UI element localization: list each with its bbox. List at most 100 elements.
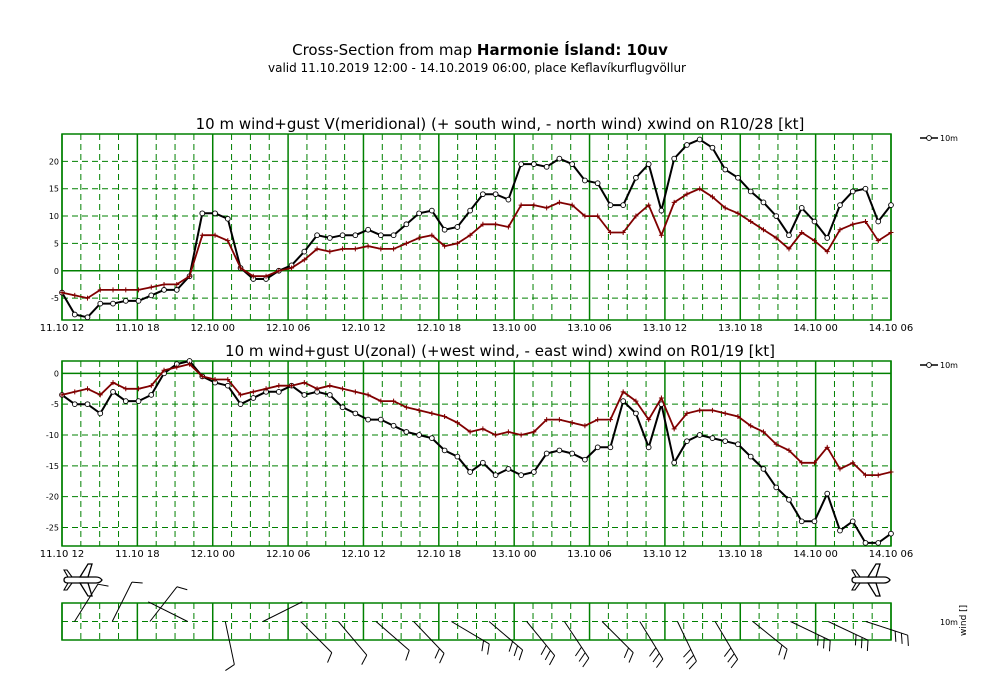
data-point-wind <box>416 432 422 438</box>
data-point-wind <box>607 202 614 208</box>
data-point-xwind <box>888 469 894 475</box>
data-point-xwind <box>365 243 371 249</box>
chart-meridional: 10 m wind+gust V(meridional) (+ south wi… <box>40 115 958 334</box>
data-point-wind <box>122 298 129 304</box>
data-point-xwind <box>352 389 358 395</box>
wind-barb-feather <box>405 650 410 661</box>
wind-barb-feather <box>854 634 857 646</box>
data-point-xwind <box>799 229 805 235</box>
y-tick-label: 5 <box>54 239 59 248</box>
y-tick-label: 0 <box>54 369 59 378</box>
wind-barb-feather <box>131 581 143 584</box>
data-point-xwind <box>888 229 894 235</box>
data-point-xwind <box>378 398 384 404</box>
y-tick-label: -25 <box>46 524 59 533</box>
data-point-wind <box>301 392 308 398</box>
wind-barb-icon <box>337 621 368 665</box>
data-point-wind <box>110 388 116 395</box>
data-point-xwind <box>518 432 524 438</box>
airplane-tail <box>851 569 862 591</box>
data-point-wind <box>505 196 512 203</box>
data-point-wind <box>97 410 104 417</box>
data-point-xwind <box>709 407 715 413</box>
data-point-xwind <box>148 383 154 389</box>
data-point-wind <box>594 180 601 187</box>
wind-barb-icon <box>149 586 188 622</box>
data-point-wind <box>97 300 104 307</box>
data-point-xwind <box>250 273 256 279</box>
data-point-wind <box>684 438 690 445</box>
data-point-xwind <box>480 426 486 432</box>
data-point-xwind <box>429 232 435 238</box>
y-tick-label: 20 <box>49 157 59 166</box>
data-point-wind <box>403 221 410 228</box>
data-point-wind <box>122 398 129 404</box>
data-point-xwind <box>467 429 473 435</box>
data-point-xwind <box>697 407 703 413</box>
data-point-xwind <box>148 284 154 290</box>
wind-barb-icon <box>752 621 788 660</box>
data-point-xwind <box>824 249 830 255</box>
data-point-wind <box>212 210 218 217</box>
data-point-xwind <box>454 240 460 246</box>
x-tick-label: 13.10 18 <box>718 549 763 560</box>
wind-barb-feather <box>727 653 735 663</box>
data-point-xwind <box>187 361 193 367</box>
x-tick-label: 12.10 06 <box>266 323 311 334</box>
data-point-wind <box>798 518 805 525</box>
data-point-xwind <box>735 414 741 419</box>
wind-barb-staff <box>111 581 133 622</box>
data-point-xwind <box>263 273 269 279</box>
data-point-wind <box>314 232 320 239</box>
wind-barb-staff <box>375 621 410 651</box>
data-point-wind <box>888 202 894 208</box>
data-point-xwind <box>811 238 817 244</box>
data-point-wind <box>773 484 780 491</box>
wind-barb-staff <box>790 621 831 641</box>
wind-barb-feather <box>481 640 485 652</box>
wind-barb-feather <box>817 634 819 646</box>
data-point-xwind <box>684 410 690 416</box>
data-point-xwind <box>301 380 307 386</box>
data-point-xwind <box>748 219 754 225</box>
data-point-xwind <box>850 460 856 466</box>
wind-barb-feather <box>649 647 657 657</box>
data-point-wind <box>862 540 869 546</box>
data-point-xwind <box>161 367 167 373</box>
data-point-wind <box>339 232 346 239</box>
wind-barb-icon <box>111 581 143 622</box>
y-tick-label: -20 <box>46 493 59 502</box>
data-point-wind <box>607 444 614 451</box>
data-point-xwind <box>595 417 601 423</box>
data-point-wind <box>339 404 346 411</box>
wind-barb-feather <box>823 637 825 649</box>
data-point-xwind <box>123 287 129 293</box>
data-point-wind <box>556 155 563 162</box>
data-point-xwind <box>722 410 728 416</box>
data-point-wind <box>492 191 499 198</box>
data-point-xwind <box>314 246 320 252</box>
wind-barb-icon <box>74 583 109 622</box>
data-point-xwind <box>403 404 409 410</box>
data-point-wind <box>505 466 512 472</box>
data-point-wind <box>645 161 652 167</box>
data-point-xwind <box>72 292 78 298</box>
data-point-xwind <box>735 210 741 216</box>
data-point-wind <box>633 174 639 181</box>
data-point-xwind <box>136 287 142 293</box>
data-point-xwind <box>875 238 881 244</box>
x-tick-label: 14.10 00 <box>793 549 838 560</box>
data-point-xwind <box>85 295 91 301</box>
data-point-xwind <box>352 246 358 252</box>
data-point-wind <box>786 232 792 239</box>
data-point-xwind <box>505 224 511 230</box>
y-tick-label: -10 <box>46 431 59 440</box>
data-point-xwind <box>59 290 65 296</box>
data-point-xwind <box>85 386 91 392</box>
data-point-xwind <box>454 420 460 426</box>
data-point-wind <box>84 314 91 321</box>
wind-barb-staff <box>337 621 368 656</box>
wind-barb-feather <box>730 659 739 669</box>
wind-barb-icon <box>262 601 303 622</box>
data-point-xwind <box>556 417 562 423</box>
